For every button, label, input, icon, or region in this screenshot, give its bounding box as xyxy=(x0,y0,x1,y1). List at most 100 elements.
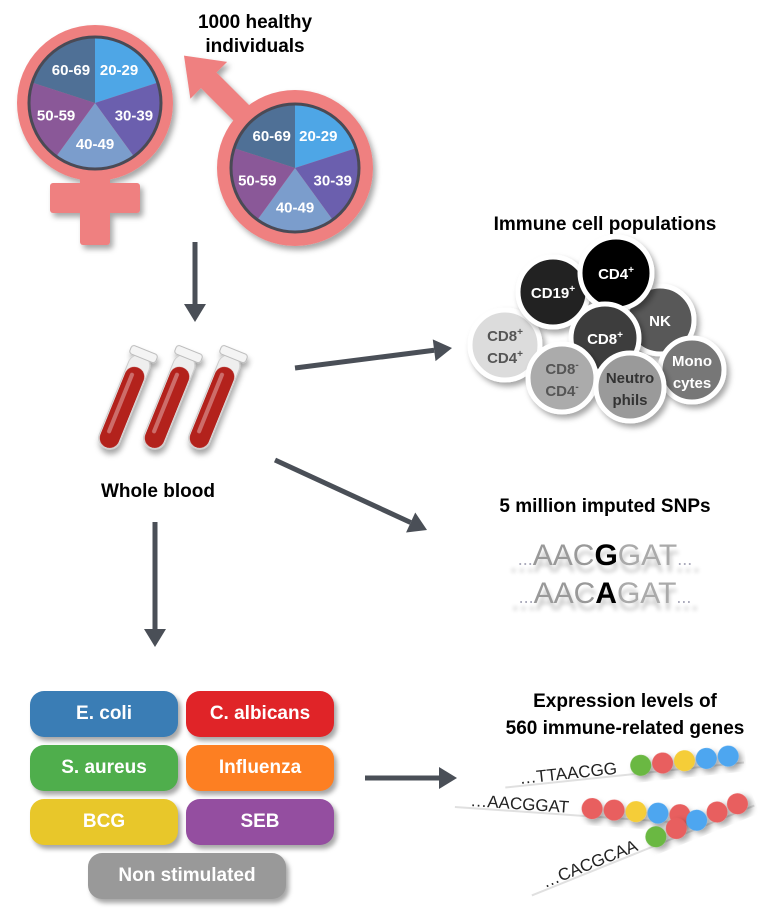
stimulus-c-albicans: C. albicans xyxy=(186,691,334,737)
stimulus-influenza: Influenza xyxy=(186,745,334,791)
expression-title-line2: 560 immune-related genes xyxy=(506,718,745,739)
gene-row: …AACGGAT xyxy=(454,791,695,826)
expression-bead xyxy=(581,798,603,820)
expression-bead xyxy=(625,801,647,823)
expression-bead xyxy=(645,826,667,848)
gene-sequence: …AACGGAT xyxy=(470,791,570,817)
blood-tube xyxy=(143,345,203,450)
female-slice-50-59 xyxy=(29,82,95,157)
cell-circle xyxy=(593,350,667,424)
expression-bead xyxy=(647,802,669,824)
cell-label: CD8- xyxy=(545,360,578,378)
cohort-title-line1: 1000 healthy xyxy=(198,12,312,33)
snp-row: ...AACGGAT... xyxy=(518,539,693,572)
cell-cd19: CD19+ xyxy=(515,254,591,330)
cell-monocytes: Mono cytes xyxy=(657,335,727,405)
expression-title-line1: Expression levels of xyxy=(533,691,717,712)
expression-bead xyxy=(603,799,625,821)
blood-tube xyxy=(188,345,248,450)
male-age-label: 60-69 xyxy=(252,128,290,145)
female-slice-30-39 xyxy=(95,82,162,157)
whole-blood-label: Whole blood xyxy=(101,481,215,502)
female-age-label: 20-29 xyxy=(100,62,138,79)
arrow-shaft xyxy=(294,347,435,371)
expression-bead xyxy=(652,752,674,774)
male-age-label: 20-29 xyxy=(299,128,337,145)
female-slice-60-69 xyxy=(32,37,95,103)
snp-row: ...AACAGAT... xyxy=(519,577,692,610)
expression-bead xyxy=(630,754,652,776)
immune-cell-cluster: CD8+ CD4+ CD19+ NK CD4+ CD8+ CD8- CD4- Mono cytes… xyxy=(467,234,727,424)
svg-text:...AACGGAT...: ...AACGGAT... xyxy=(509,546,700,579)
svg-text:...AACAGAT...: ...AACAGAT... xyxy=(511,584,699,617)
cell-label: Mono xyxy=(672,353,712,370)
female-age-label: 50-59 xyxy=(37,108,75,125)
cell-nk: NK xyxy=(623,283,697,357)
female-pie-border xyxy=(27,35,163,171)
cell-label: cytes xyxy=(673,375,711,392)
gene-sequence: …TTAACGG xyxy=(518,759,617,788)
snp-sequences: ...AACGGAT......AACGGAT......AACAGAT....… xyxy=(509,539,700,617)
expression-bead xyxy=(665,817,687,839)
arrow-head xyxy=(184,304,206,322)
male-age-label: 50-59 xyxy=(238,172,276,189)
expression-bead xyxy=(726,793,748,815)
cell-label: CD19+ xyxy=(531,284,575,302)
immune-title: Immune cell populations xyxy=(494,214,717,235)
cell-neutrophils: Neutro phils xyxy=(593,350,667,424)
cell-circle xyxy=(467,307,543,383)
cell-cd8n-cd4n: CD8- CD4- xyxy=(525,341,599,415)
arrow-head xyxy=(432,339,452,362)
arrow-head xyxy=(439,767,457,789)
expression-bead xyxy=(706,801,728,823)
blood-tubes xyxy=(98,345,248,450)
gene-row: …TTAACGG xyxy=(505,745,745,789)
male-pie-border xyxy=(229,102,361,234)
snp-title: 5 million imputed SNPs xyxy=(499,496,710,517)
female-age-label: 30-39 xyxy=(115,108,153,125)
cell-label: CD4+ xyxy=(487,349,523,367)
stimulus-seb: SEB xyxy=(186,799,334,845)
gene-expression-rows: …TTAACGG …AACGGAT …CACGCAA xyxy=(454,745,755,897)
stimulus-s-aureus: S. aureus xyxy=(30,745,178,791)
male-slice-30-39 xyxy=(295,148,359,220)
cell-label: CD8+ xyxy=(587,330,623,348)
flow-arrows xyxy=(144,242,457,789)
cell-label: CD4- xyxy=(545,382,578,400)
cell-circle xyxy=(525,341,599,415)
cell-label: NK xyxy=(649,313,671,330)
male-age-label: 30-39 xyxy=(314,172,352,189)
stimulus-e-coli: E. coli xyxy=(30,691,178,737)
arrow-head xyxy=(406,512,427,533)
cell-cd8p-cd4p: CD8+ CD4+ xyxy=(467,307,543,383)
expression-bead xyxy=(686,809,708,831)
female-slice-40-49 xyxy=(56,103,134,169)
arrow-shaft xyxy=(273,457,412,525)
cell-label: CD8+ xyxy=(487,327,523,345)
expression-bead xyxy=(695,747,717,769)
arrow-head xyxy=(144,629,166,647)
male-slice-20-29 xyxy=(295,104,356,168)
cell-label: phils xyxy=(612,392,647,409)
female-age-label: 60-69 xyxy=(52,62,90,79)
cell-label: Neutro xyxy=(606,370,654,387)
expression-bead xyxy=(717,745,739,767)
cell-label: CD4+ xyxy=(598,265,634,283)
gene-sequence: …CACGCAA xyxy=(539,836,640,892)
stimulus-bcg: BCG xyxy=(30,799,178,845)
female-slice-20-29 xyxy=(95,37,158,103)
male-slice-50-59 xyxy=(231,148,295,220)
stimulus-non-stimulated: Non stimulated xyxy=(88,853,286,899)
cohort-title-line2: individuals xyxy=(205,36,304,57)
male-slice-40-49 xyxy=(257,168,333,233)
cell-cd4: CD4+ xyxy=(577,234,655,312)
female-age-label: 40-49 xyxy=(76,136,114,153)
cell-circle xyxy=(657,335,727,405)
male-slice-60-69 xyxy=(234,104,295,168)
blood-tube xyxy=(98,345,158,450)
male-age-label: 40-49 xyxy=(276,200,314,217)
